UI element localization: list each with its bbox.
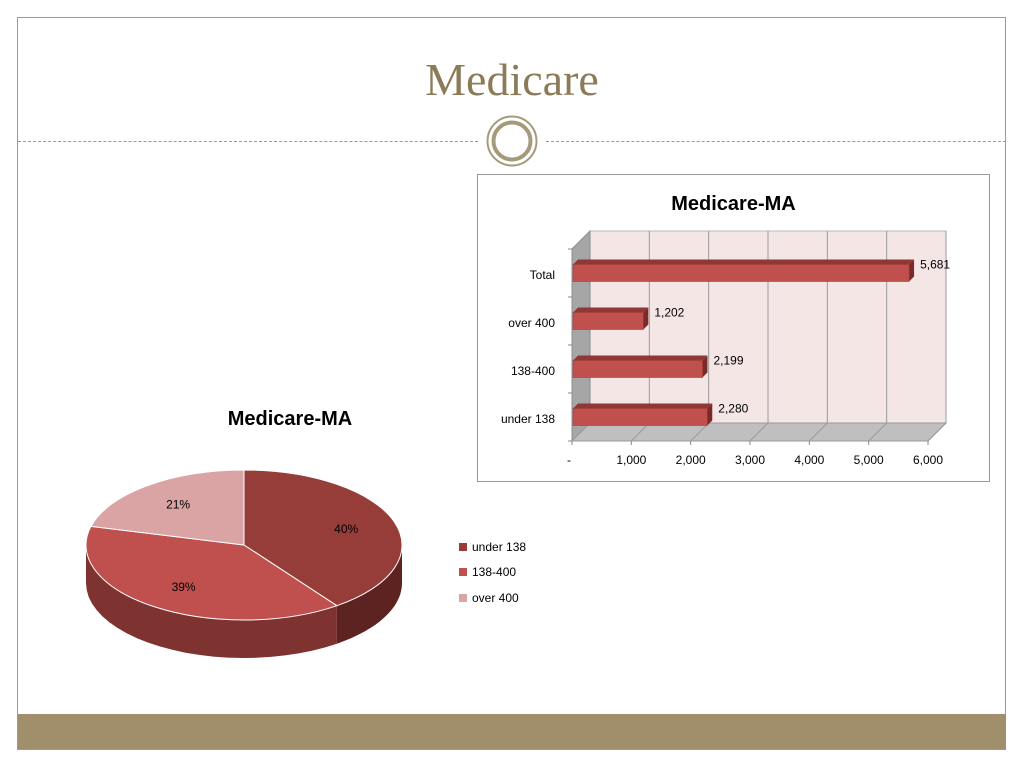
pie-value-label-138-400: 39% bbox=[172, 580, 196, 594]
bar-end-over-400 bbox=[643, 307, 649, 330]
title-divider-left bbox=[18, 141, 478, 142]
category-label-over-400: over 400 bbox=[508, 316, 555, 330]
bar-under-138 bbox=[572, 408, 708, 426]
slide-title: Medicare bbox=[425, 54, 599, 105]
legend-label-138-400: 138-400 bbox=[472, 565, 517, 580]
circle-ornament-icon bbox=[486, 115, 538, 167]
x-tick-label-1: 1,000 bbox=[616, 453, 646, 467]
category-label-total: Total bbox=[530, 268, 555, 282]
bar-end-138-400 bbox=[702, 355, 708, 378]
legend-item-under-138: under 138 bbox=[459, 534, 579, 560]
bar-top-138-400 bbox=[573, 355, 708, 361]
bar-top-under-138 bbox=[573, 403, 713, 409]
legend-item-138-400: 138-400 bbox=[459, 560, 579, 586]
bar-value-label-under-138: 2,280 bbox=[718, 402, 748, 416]
category-label-138-400: 138-400 bbox=[511, 364, 555, 378]
pie-legend: under 138 138-400 over 400 bbox=[459, 534, 579, 611]
pie-value-label-over-400: 21% bbox=[166, 498, 190, 512]
bar-chart-title: Medicare-MA bbox=[671, 193, 796, 215]
pie-slice-over-400 bbox=[90, 469, 245, 546]
category-label-under-138: under 138 bbox=[501, 412, 555, 426]
legend-label-over-400: over 400 bbox=[472, 590, 519, 605]
floor-gridline-5 bbox=[868, 422, 888, 442]
bar-value-label-total: 5,681 bbox=[920, 258, 950, 272]
pie-slice-138-400 bbox=[85, 525, 338, 621]
pie-slice-under-138 bbox=[243, 469, 403, 607]
bar-total bbox=[572, 264, 910, 282]
legend-swatch-138-400 bbox=[459, 568, 467, 577]
legend-item-over-400: over 400 bbox=[459, 585, 579, 611]
floor-gridline-2 bbox=[690, 422, 710, 442]
title-divider-right bbox=[546, 141, 1006, 142]
x-tick-label-5: 5,000 bbox=[854, 453, 884, 467]
pie-chart-plot: 40% 39% 21% bbox=[85, 469, 403, 658]
floor-gridline-4 bbox=[808, 422, 828, 442]
bar-end-total bbox=[909, 259, 915, 282]
bar-over-400 bbox=[572, 312, 644, 330]
bar-value-label-over-400: 1,202 bbox=[654, 306, 684, 320]
bar-end-under-138 bbox=[707, 403, 713, 426]
x-tick-label-0: - bbox=[567, 453, 571, 467]
legend-label-under-138: under 138 bbox=[472, 539, 527, 554]
floor-gridline-3 bbox=[749, 422, 769, 442]
footer-band bbox=[18, 714, 1006, 749]
x-tick-label-6: 6,000 bbox=[913, 453, 943, 467]
pie-side-under-138 bbox=[336, 545, 402, 644]
bar-value-label-138-400: 2,199 bbox=[713, 354, 743, 368]
legend-swatch-over-400 bbox=[459, 593, 467, 602]
pie-chart-title: Medicare-MA bbox=[227, 408, 353, 430]
x-tick-label-2: 2,000 bbox=[676, 453, 706, 467]
pie-value-label-under-138: 40% bbox=[334, 522, 358, 536]
bar-138-400 bbox=[572, 360, 703, 378]
x-tick-label-3: 3,000 bbox=[735, 453, 765, 467]
x-tick-label-4: 4,000 bbox=[794, 453, 824, 467]
floor-gridline-6 bbox=[927, 422, 947, 442]
bar-chart-plot: - 1,000 2,000 3,000 4,000 5,000 6,000 5,681 Tota… bbox=[501, 229, 950, 467]
legend-swatch-under-138 bbox=[459, 542, 467, 551]
floor-gridline-1 bbox=[630, 422, 650, 442]
bar-chart: Medicare-MA - 1,000 2,000 3,000 4,000 5,000 6,… bbox=[477, 174, 990, 482]
bar-top-total bbox=[573, 259, 915, 265]
pie-side-138-400 bbox=[86, 545, 337, 658]
bar-top-over-400 bbox=[573, 307, 649, 313]
